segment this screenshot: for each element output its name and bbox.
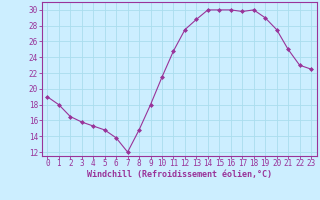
X-axis label: Windchill (Refroidissement éolien,°C): Windchill (Refroidissement éolien,°C) [87,170,272,179]
